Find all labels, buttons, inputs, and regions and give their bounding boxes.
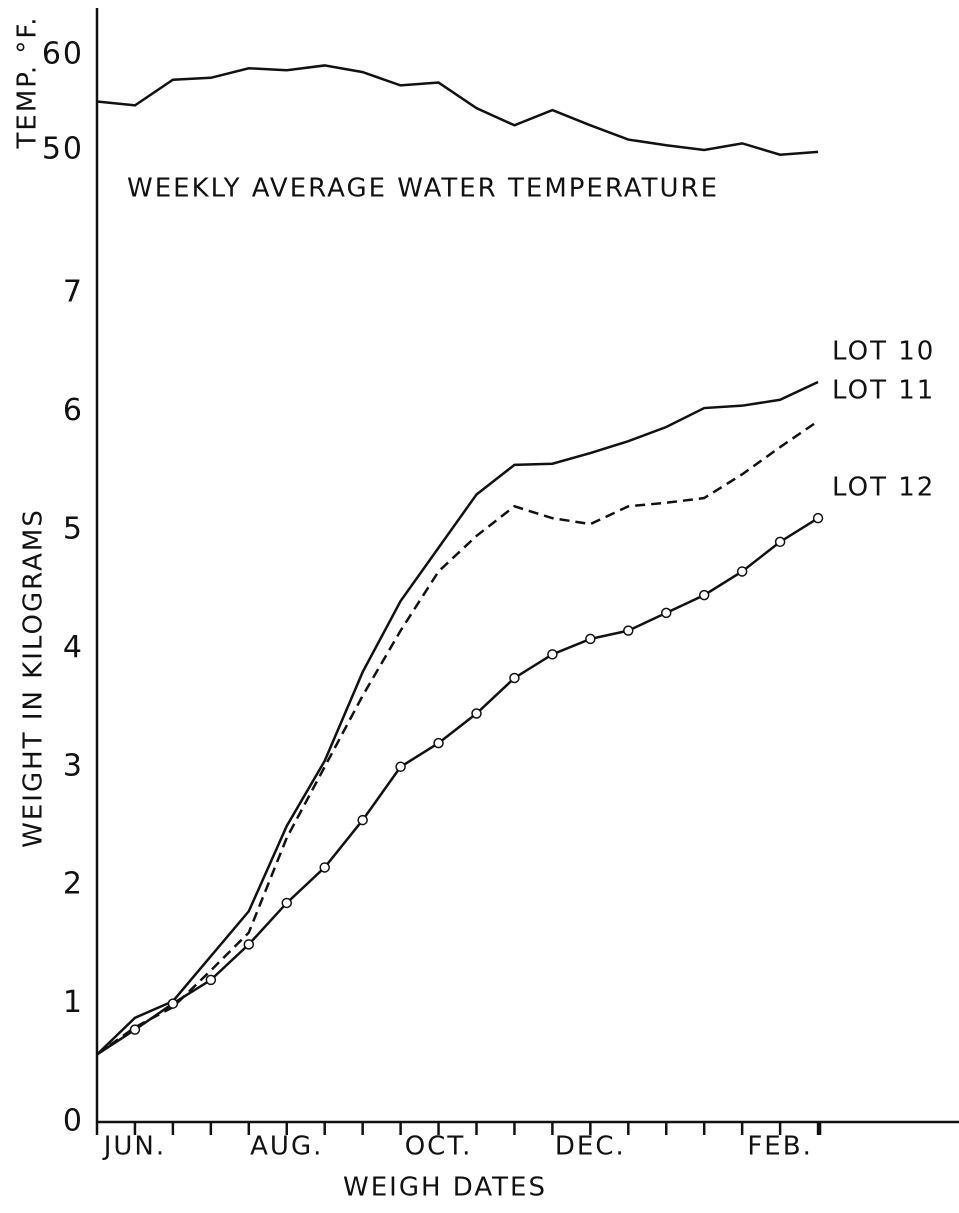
marker	[585, 633, 596, 645]
marker	[205, 974, 217, 986]
x-tick-label: DEC.	[555, 1132, 626, 1162]
marker	[281, 897, 292, 909]
marker	[319, 862, 330, 873]
y-axis-label: TEMP. °F.	[13, 16, 43, 150]
marker	[698, 589, 710, 601]
marker	[471, 708, 482, 719]
marker	[623, 625, 634, 636]
series-label: LOT 10	[832, 337, 935, 367]
y-tick-label: 6	[63, 393, 84, 428]
marker	[167, 998, 179, 1009]
marker	[812, 512, 824, 524]
x-tick-label: OCT.	[405, 1132, 473, 1162]
x-tick-label: AUG.	[250, 1132, 323, 1162]
marker	[243, 939, 255, 950]
series-label: LOT 12	[832, 473, 935, 503]
y-tick-label: 0	[63, 1104, 84, 1139]
x-axis-label: WEIGH DATES	[343, 1173, 547, 1203]
y-tick-label: 50	[42, 132, 84, 167]
marker	[357, 814, 368, 826]
y-tick-label: 4	[63, 630, 84, 665]
x-tick-label: JUN.	[102, 1132, 166, 1162]
y-tick-label: 5	[63, 512, 84, 547]
marker	[395, 761, 406, 773]
marker	[509, 672, 520, 684]
y-axis-label: WEIGHT IN KILOGRAMS	[19, 508, 49, 848]
x-tick-label: FEB.	[747, 1132, 812, 1162]
y-tick-label: 3	[63, 748, 84, 783]
series-line	[96, 64, 819, 157]
annotation: WEEKLY AVERAGE WATER TEMPERATURE	[127, 174, 719, 204]
y-tick-label: 60	[42, 37, 84, 72]
series-line	[96, 420, 819, 1056]
y-tick-label: 1	[63, 985, 84, 1020]
marker	[661, 607, 672, 619]
marker	[774, 536, 786, 548]
series-line	[96, 517, 819, 1056]
marker	[547, 649, 558, 660]
series-label: LOT 11	[832, 376, 935, 406]
series-line	[96, 380, 819, 1056]
marker	[736, 566, 748, 577]
marker	[129, 1024, 141, 1035]
y-tick-label: 2	[63, 867, 84, 902]
y-tick-label: 7	[63, 275, 84, 310]
marker	[433, 737, 444, 749]
